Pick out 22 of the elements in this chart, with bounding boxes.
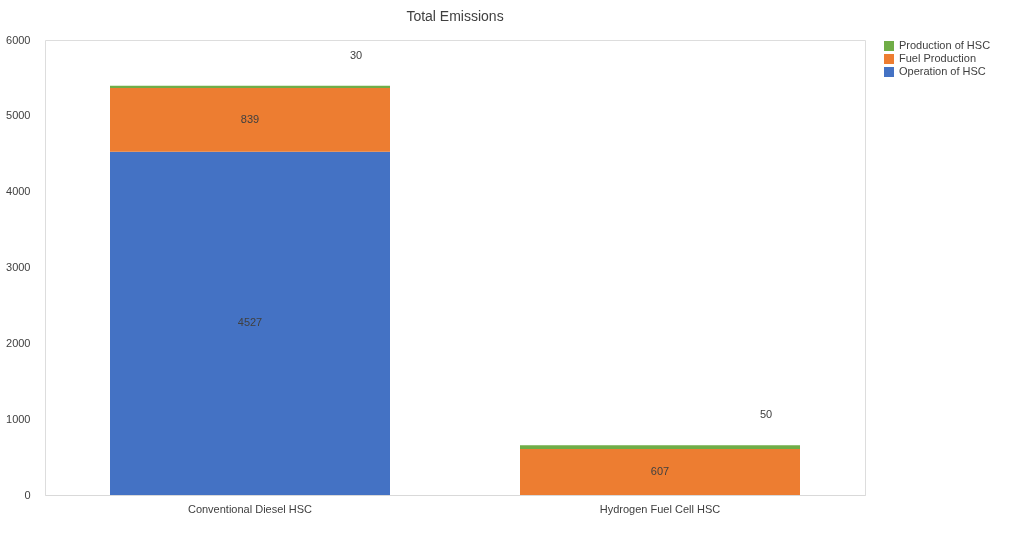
data-label: 607 xyxy=(650,464,670,477)
y-tick-label: 3000 xyxy=(6,261,31,273)
y-tick-label: 4000 xyxy=(6,185,31,198)
data-label: 839 xyxy=(240,112,260,125)
x-tick-label: Conventional Diesel HSC xyxy=(187,502,313,515)
y-tick-label: 5000 xyxy=(6,109,31,122)
legend-label: Operation of HSC xyxy=(899,65,986,77)
data-label: 4527 xyxy=(237,316,263,329)
bar xyxy=(520,448,800,495)
y-tick-label: 2000 xyxy=(6,336,31,349)
data-label: 50 xyxy=(760,408,773,421)
data-label: 30 xyxy=(350,48,363,61)
x-tick-label: Hydrogen Fuel Cell HSC xyxy=(599,502,721,515)
bar xyxy=(520,445,800,449)
y-tick-label: 1000 xyxy=(6,412,31,425)
chart-title: Total Emissions xyxy=(406,8,504,24)
bar xyxy=(110,151,390,495)
legend-label: Production of HSC xyxy=(899,39,991,51)
y-tick-label: 6000 xyxy=(6,33,31,46)
bar xyxy=(110,88,390,152)
y-tick-label: 0 xyxy=(24,488,31,501)
legend-label: Fuel Production xyxy=(899,52,977,64)
